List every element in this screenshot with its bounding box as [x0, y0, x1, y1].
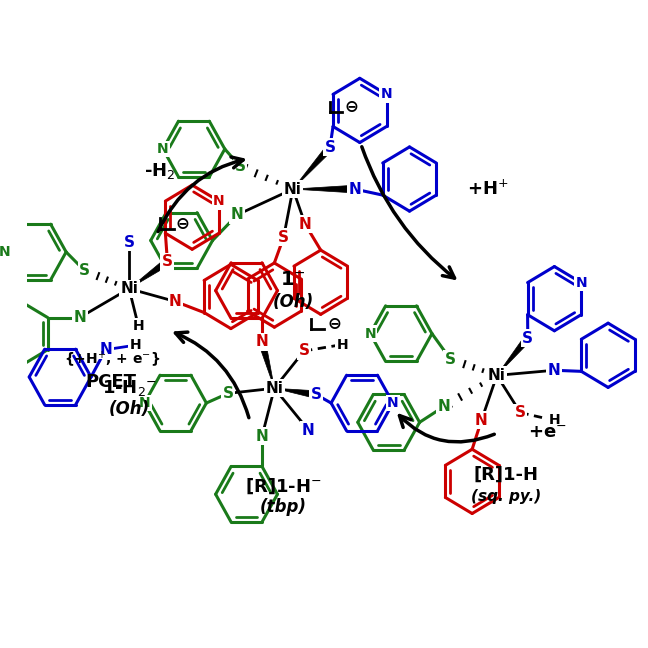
Text: N: N [438, 399, 451, 413]
Text: N: N [299, 217, 312, 232]
Text: N: N [548, 363, 561, 378]
Text: S: S [311, 387, 322, 402]
Polygon shape [274, 388, 317, 399]
Text: S: S [299, 343, 310, 358]
Text: +H$^{+}$: +H$^{+}$ [467, 179, 509, 199]
Text: ⊖: ⊖ [176, 215, 190, 233]
Text: +e$^{-}$: +e$^{-}$ [527, 424, 566, 442]
Text: N: N [364, 327, 376, 341]
Text: H: H [130, 338, 141, 353]
Text: S: S [445, 352, 456, 367]
Text: S: S [522, 330, 533, 345]
Polygon shape [259, 341, 274, 388]
Text: N: N [387, 396, 399, 410]
Text: PCET: PCET [86, 373, 137, 391]
Text: (Oh): (Oh) [108, 400, 150, 419]
Text: S: S [222, 386, 233, 401]
Polygon shape [129, 259, 170, 288]
Text: (tbp): (tbp) [260, 498, 307, 516]
Text: S: S [162, 254, 173, 269]
Text: N: N [349, 181, 361, 196]
Text: (sq. py.): (sq. py.) [471, 489, 541, 503]
Text: N: N [231, 207, 244, 222]
Text: N: N [475, 413, 488, 428]
Text: N: N [73, 310, 86, 325]
Text: {+H$^{+}$, + e$^{-}$}: {+H$^{+}$, + e$^{-}$} [64, 349, 161, 369]
Text: H: H [133, 319, 145, 333]
Text: -H$_{2}$: -H$_{2}$ [145, 161, 176, 181]
Text: Ni: Ni [266, 381, 283, 396]
Polygon shape [293, 185, 354, 193]
Text: N: N [99, 342, 112, 357]
Text: 1$^{-}$: 1$^{-}$ [280, 270, 306, 288]
Text: N: N [139, 396, 150, 410]
Text: ⊖: ⊖ [345, 98, 358, 116]
Text: N: N [213, 194, 225, 208]
Text: N: N [302, 422, 315, 437]
Text: N: N [381, 87, 392, 101]
Text: 1-H$_{2}$$^{-}$: 1-H$_{2}$$^{-}$ [102, 378, 157, 399]
Text: N: N [169, 294, 182, 309]
Text: S: S [515, 405, 526, 420]
Text: S: S [325, 140, 336, 155]
Text: Ni: Ni [120, 281, 138, 296]
Text: ⊖: ⊖ [327, 315, 341, 333]
Text: S: S [124, 235, 135, 250]
Text: N: N [157, 142, 168, 156]
Text: (Oh): (Oh) [272, 292, 314, 310]
Text: Ni: Ni [488, 368, 506, 383]
Text: N: N [255, 429, 268, 444]
Text: S: S [278, 230, 289, 245]
Text: N: N [575, 275, 587, 290]
Text: [R]1-H$^{-}$: [R]1-H$^{-}$ [245, 476, 322, 496]
Text: S: S [79, 263, 90, 278]
Text: [R]1-H: [R]1-H [474, 466, 538, 484]
Text: N: N [255, 334, 268, 349]
Text: Ni: Ni [284, 181, 302, 196]
Text: H: H [549, 413, 560, 428]
Text: S: S [235, 159, 246, 174]
Polygon shape [497, 336, 531, 375]
Text: H: H [336, 338, 348, 352]
Text: N: N [0, 245, 10, 259]
Polygon shape [293, 145, 332, 189]
